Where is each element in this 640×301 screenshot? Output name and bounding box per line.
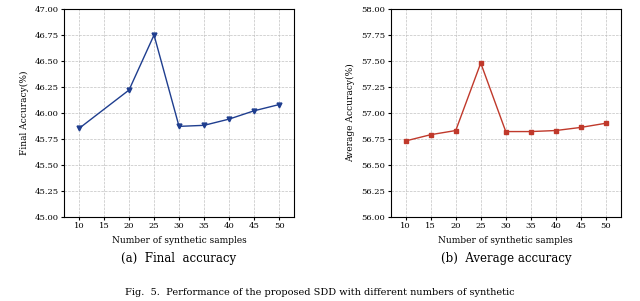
Text: (a)  Final  accuracy: (a) Final accuracy — [122, 252, 237, 265]
X-axis label: Number of synthetic samples: Number of synthetic samples — [111, 236, 246, 245]
Text: (b)  Average accuracy: (b) Average accuracy — [440, 252, 571, 265]
X-axis label: Number of synthetic samples: Number of synthetic samples — [438, 236, 573, 245]
Text: Fig.  5.  Performance of the proposed SDD with different numbers of synthetic: Fig. 5. Performance of the proposed SDD … — [125, 288, 515, 297]
Y-axis label: Final Accuracy(%): Final Accuracy(%) — [19, 71, 29, 155]
Y-axis label: Average Accuracy(%): Average Accuracy(%) — [346, 64, 355, 162]
